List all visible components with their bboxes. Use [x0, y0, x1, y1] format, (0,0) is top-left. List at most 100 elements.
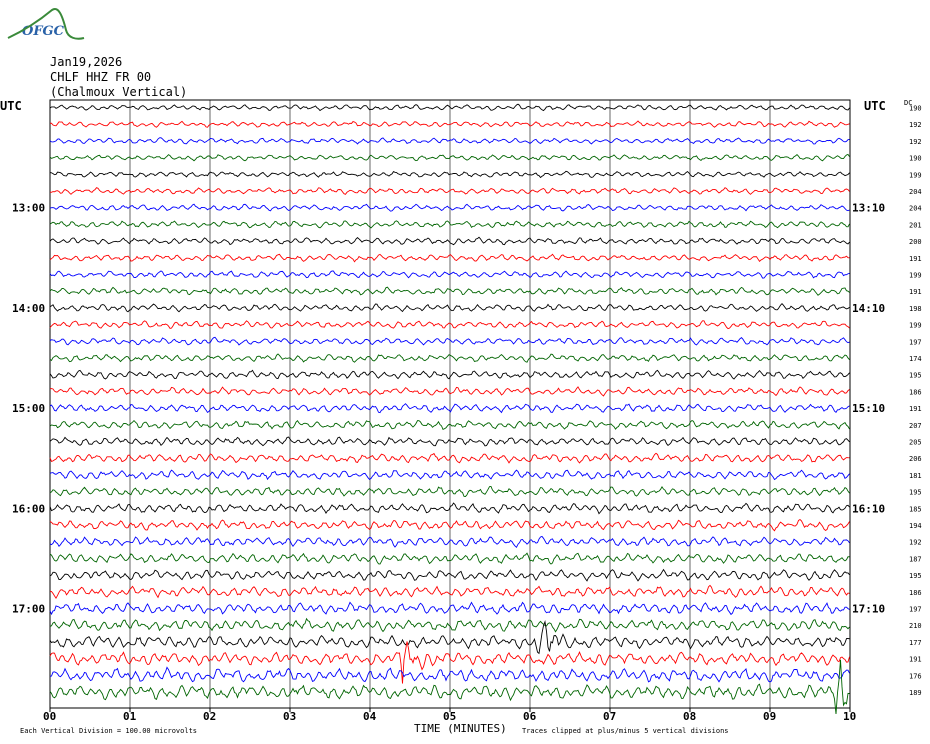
- trace-row: [49, 137, 850, 145]
- right-hour-label: 15:10: [852, 402, 885, 415]
- trace-row: [49, 641, 850, 684]
- trace-row: [49, 619, 850, 655]
- logo-swoosh: [7, 8, 85, 40]
- trace-row: [49, 153, 850, 162]
- trace-row: [49, 103, 850, 112]
- x-tick-label: 02: [203, 710, 216, 723]
- dc-offset-value: 207: [909, 422, 922, 430]
- trace-row: [49, 666, 850, 683]
- trace-row: [49, 469, 850, 481]
- trace-row: [49, 535, 850, 549]
- right-hour-label: 13:10: [852, 202, 885, 215]
- dc-offset-value: 206: [909, 455, 922, 463]
- trace-row: [49, 336, 850, 346]
- dc-offset-value: 187: [909, 555, 922, 563]
- x-tick-label: 08: [683, 710, 696, 723]
- trace-row: [49, 187, 850, 195]
- dc-label: DC: [904, 99, 912, 107]
- dc-offset-value: 197: [909, 338, 922, 346]
- location-label: (Chalmoux Vertical): [50, 85, 188, 99]
- trace-row: [49, 220, 850, 229]
- left-hour-label: 15:00: [12, 402, 45, 415]
- x-tick-label: 05: [443, 710, 456, 723]
- trace-row: [49, 369, 850, 380]
- footer-right: Traces clipped at plus/minus 5 vertical …: [522, 727, 729, 735]
- dc-offset-value: 190: [909, 105, 922, 113]
- dc-offset-value: 191: [909, 405, 922, 413]
- trace-row: [49, 120, 850, 128]
- dc-offset-value: 192: [909, 121, 922, 129]
- trace-row: [49, 452, 850, 464]
- dc-offset-value: 210: [909, 622, 922, 630]
- x-tick-label: 04: [363, 710, 377, 723]
- dc-offset-value: 204: [909, 205, 922, 213]
- x-tick-label: 10: [843, 710, 856, 723]
- trace-row: [49, 617, 850, 633]
- right-hour-label: 16:10: [852, 502, 885, 515]
- dc-offset-value: 186: [909, 589, 922, 597]
- trace-row: [49, 502, 850, 515]
- trace-row: [49, 170, 850, 179]
- left-hour-label: 16:00: [12, 502, 45, 515]
- dc-offset-value: 198: [909, 305, 922, 313]
- trace-row: [49, 518, 850, 532]
- grid: [49, 99, 851, 709]
- footer-left: Each Vertical Division = 100.00 microvol…: [20, 727, 197, 735]
- dc-offset-value: 177: [909, 639, 922, 647]
- dc-offset-value: 195: [909, 489, 922, 497]
- trace-row: [49, 270, 850, 279]
- x-tick-label: 07: [603, 710, 616, 723]
- dc-offset-value: 176: [909, 672, 922, 680]
- dc-offset-value: 195: [909, 572, 922, 580]
- trace-row: [49, 601, 850, 616]
- trace-row: [49, 436, 850, 447]
- trace-row: [49, 320, 850, 330]
- dc-offset-value: 205: [909, 439, 922, 447]
- trace-row: [49, 236, 850, 246]
- x-tick-label: 03: [283, 710, 296, 723]
- dc-offset-value: 181: [909, 472, 922, 480]
- left-hour-label: 13:00: [12, 202, 45, 215]
- left-hour-label: 17:00: [12, 603, 45, 616]
- axis-labels: UTC UTC DC TIME (MINUTES) Each Vertical …: [0, 99, 922, 735]
- trace-row: [49, 353, 850, 363]
- trace-row: [49, 286, 850, 296]
- trace-row: [49, 419, 850, 430]
- dc-offset-value: 189: [909, 689, 922, 697]
- trace-row: [49, 386, 850, 397]
- dc-offset-value: 204: [909, 188, 922, 196]
- dc-offset-value: 199: [909, 272, 922, 280]
- trace-row: [49, 253, 850, 263]
- traces: [49, 103, 850, 715]
- dc-offset-value: 191: [909, 656, 922, 664]
- dc-offset-value: 195: [909, 372, 922, 380]
- x-tick-label: 09: [763, 710, 776, 723]
- trace-row: [49, 302, 850, 313]
- trace-row: [49, 485, 850, 497]
- left-hour-label: 14:00: [12, 302, 45, 315]
- logo: OFGC: [22, 24, 65, 39]
- dc-offset-value: 199: [909, 171, 922, 179]
- right-hour-label: 17:10: [852, 603, 885, 616]
- dc-offset-value: 185: [909, 505, 922, 513]
- dc-offset-value: 201: [909, 221, 922, 229]
- x-tick-label: 01: [123, 710, 137, 723]
- dc-offset-value: 191: [909, 255, 922, 263]
- trace-row: [49, 203, 850, 212]
- trace-row: [49, 568, 850, 582]
- dc-offset-value: 200: [909, 238, 922, 246]
- dc-offset-value: 190: [909, 155, 922, 163]
- trace-row: [49, 584, 850, 600]
- right-utc-label: UTC: [864, 99, 886, 113]
- dc-offset-value: 186: [909, 388, 922, 396]
- x-tick-label: 06: [523, 710, 537, 723]
- dc-offset-value: 194: [909, 522, 922, 530]
- trace-row: [49, 552, 850, 565]
- right-hour-label: 14:10: [852, 302, 885, 315]
- x-tick-label: 00: [43, 710, 56, 723]
- trace-row: [49, 659, 850, 715]
- dc-offset-value: 199: [909, 322, 922, 330]
- dc-offset-value: 192: [909, 138, 922, 146]
- dc-offset-value: 174: [909, 355, 922, 363]
